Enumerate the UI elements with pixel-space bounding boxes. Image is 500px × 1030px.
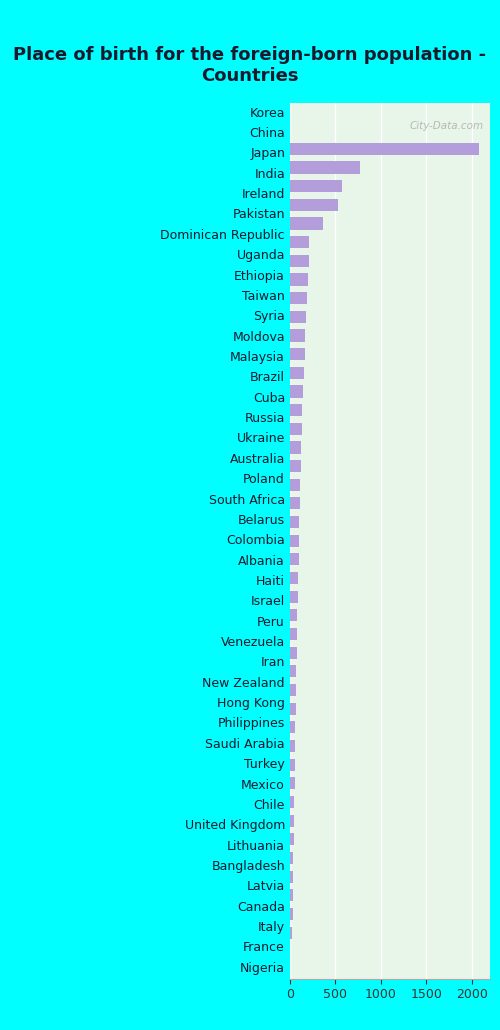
Bar xyxy=(290,721,296,733)
Bar xyxy=(290,665,296,678)
Text: Ethiopia: Ethiopia xyxy=(234,270,285,282)
Bar xyxy=(290,293,307,304)
Bar xyxy=(290,330,306,342)
Text: Italy: Italy xyxy=(258,921,285,934)
Bar xyxy=(290,535,299,547)
Bar xyxy=(290,852,294,864)
Text: Lithuania: Lithuania xyxy=(227,839,285,853)
Text: Poland: Poland xyxy=(243,473,285,486)
Bar xyxy=(290,553,298,565)
Bar xyxy=(290,254,308,267)
Text: Canada: Canada xyxy=(237,901,285,914)
Text: France: France xyxy=(243,941,285,955)
Text: Moldova: Moldova xyxy=(232,331,285,344)
Bar xyxy=(290,590,298,603)
Text: Pakistan: Pakistan xyxy=(232,208,285,221)
Text: Belarus: Belarus xyxy=(238,514,285,527)
Bar xyxy=(290,497,300,510)
Bar xyxy=(290,759,295,770)
Text: Syria: Syria xyxy=(254,310,285,323)
Text: Malaysia: Malaysia xyxy=(230,351,285,364)
Bar xyxy=(290,889,293,901)
Bar xyxy=(290,273,308,285)
Text: Haiti: Haiti xyxy=(256,575,285,588)
Text: City-Data.com: City-Data.com xyxy=(410,121,484,131)
Bar xyxy=(290,572,298,584)
Bar xyxy=(290,385,304,398)
Text: Venezuela: Venezuela xyxy=(221,637,285,649)
Text: Bangladesh: Bangladesh xyxy=(212,860,285,873)
Text: Russia: Russia xyxy=(244,412,285,425)
Text: Taiwan: Taiwan xyxy=(242,289,285,303)
Text: Hong Kong: Hong Kong xyxy=(217,697,285,710)
Bar xyxy=(290,479,300,491)
Bar xyxy=(290,180,342,193)
Text: Cuba: Cuba xyxy=(253,391,285,405)
Bar xyxy=(290,796,294,809)
Bar xyxy=(290,907,292,920)
Bar xyxy=(290,236,309,248)
Text: Saudi Arabia: Saudi Arabia xyxy=(206,737,285,751)
Bar xyxy=(290,367,304,379)
Text: Dominican Republic: Dominican Republic xyxy=(160,229,285,242)
Bar xyxy=(290,404,302,416)
Text: Mexico: Mexico xyxy=(241,779,285,792)
Text: Philippines: Philippines xyxy=(218,718,285,730)
Text: Brazil: Brazil xyxy=(250,372,285,384)
Bar xyxy=(290,740,295,752)
Text: Israel: Israel xyxy=(251,595,285,609)
Bar xyxy=(290,684,296,696)
Text: China: China xyxy=(249,127,285,140)
Text: Australia: Australia xyxy=(230,453,285,466)
Bar xyxy=(290,815,294,827)
Bar xyxy=(290,927,292,938)
Bar xyxy=(290,870,293,883)
Text: Peru: Peru xyxy=(257,616,285,628)
Text: Korea: Korea xyxy=(250,107,285,119)
Text: India: India xyxy=(254,168,285,180)
Bar xyxy=(290,460,300,472)
Bar xyxy=(290,778,294,789)
Text: Turkey: Turkey xyxy=(244,758,285,771)
Text: Chile: Chile xyxy=(254,799,285,812)
Text: United Kingdom: United Kingdom xyxy=(184,819,285,832)
Text: Iran: Iran xyxy=(260,656,285,670)
Text: Nigeria: Nigeria xyxy=(240,962,285,974)
Bar xyxy=(290,217,322,230)
Text: South Africa: South Africa xyxy=(209,493,285,507)
Bar xyxy=(290,162,360,174)
Text: Latvia: Latvia xyxy=(247,881,285,893)
Text: Ukraine: Ukraine xyxy=(236,433,285,445)
Bar xyxy=(290,647,296,659)
Text: Uganda: Uganda xyxy=(236,249,285,263)
Text: Ireland: Ireland xyxy=(242,188,285,201)
Text: Place of birth for the foreign-born population -
Countries: Place of birth for the foreign-born popu… xyxy=(14,46,486,85)
Bar xyxy=(290,610,298,621)
Bar xyxy=(290,442,301,453)
Bar xyxy=(290,422,302,435)
Bar xyxy=(290,348,305,360)
Bar xyxy=(290,628,297,640)
Bar xyxy=(290,143,479,154)
Text: Colombia: Colombia xyxy=(226,535,285,547)
Bar xyxy=(290,833,294,846)
Bar xyxy=(290,702,296,715)
Text: Japan: Japan xyxy=(250,147,285,161)
Bar xyxy=(290,199,338,211)
Text: Albania: Albania xyxy=(238,554,285,568)
Bar xyxy=(290,311,306,322)
Text: New Zealand: New Zealand xyxy=(202,677,285,690)
Bar xyxy=(290,516,300,528)
